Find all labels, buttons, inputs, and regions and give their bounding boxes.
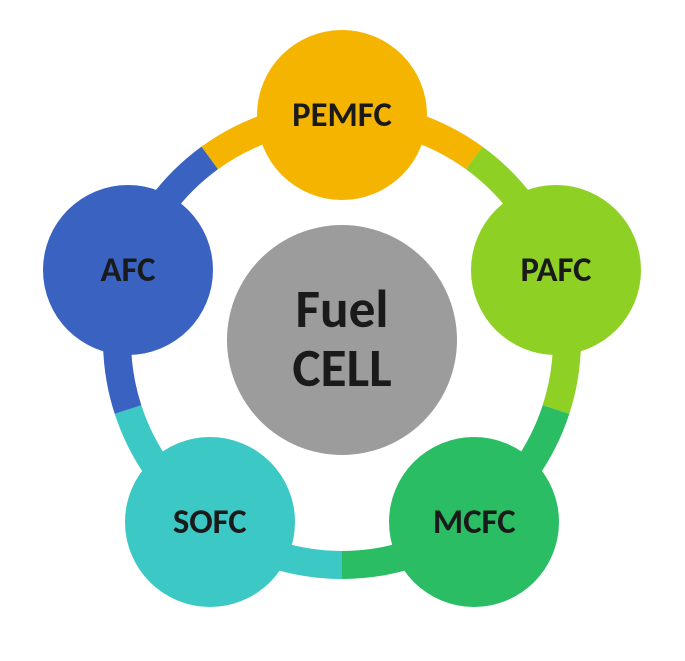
fuel-cell-diagram: Fuel CELL PEMFC PAFC MCFC SOFC AFC (0, 0, 685, 661)
node-label: PEMFC (292, 96, 392, 134)
node-label: AFC (101, 251, 156, 289)
node-pemfc: PEMFC (257, 30, 427, 200)
node-label: SOFC (173, 503, 247, 541)
node-afc: AFC (43, 185, 213, 355)
center-label-line1: Fuel (295, 281, 388, 340)
node-label: PAFC (520, 251, 591, 289)
center-node: Fuel CELL (227, 225, 457, 455)
center-label-line2: CELL (292, 340, 391, 399)
node-pafc: PAFC (471, 185, 641, 355)
node-mcfc: MCFC (389, 437, 559, 607)
node-label: MCFC (433, 503, 516, 541)
node-sofc: SOFC (125, 437, 295, 607)
